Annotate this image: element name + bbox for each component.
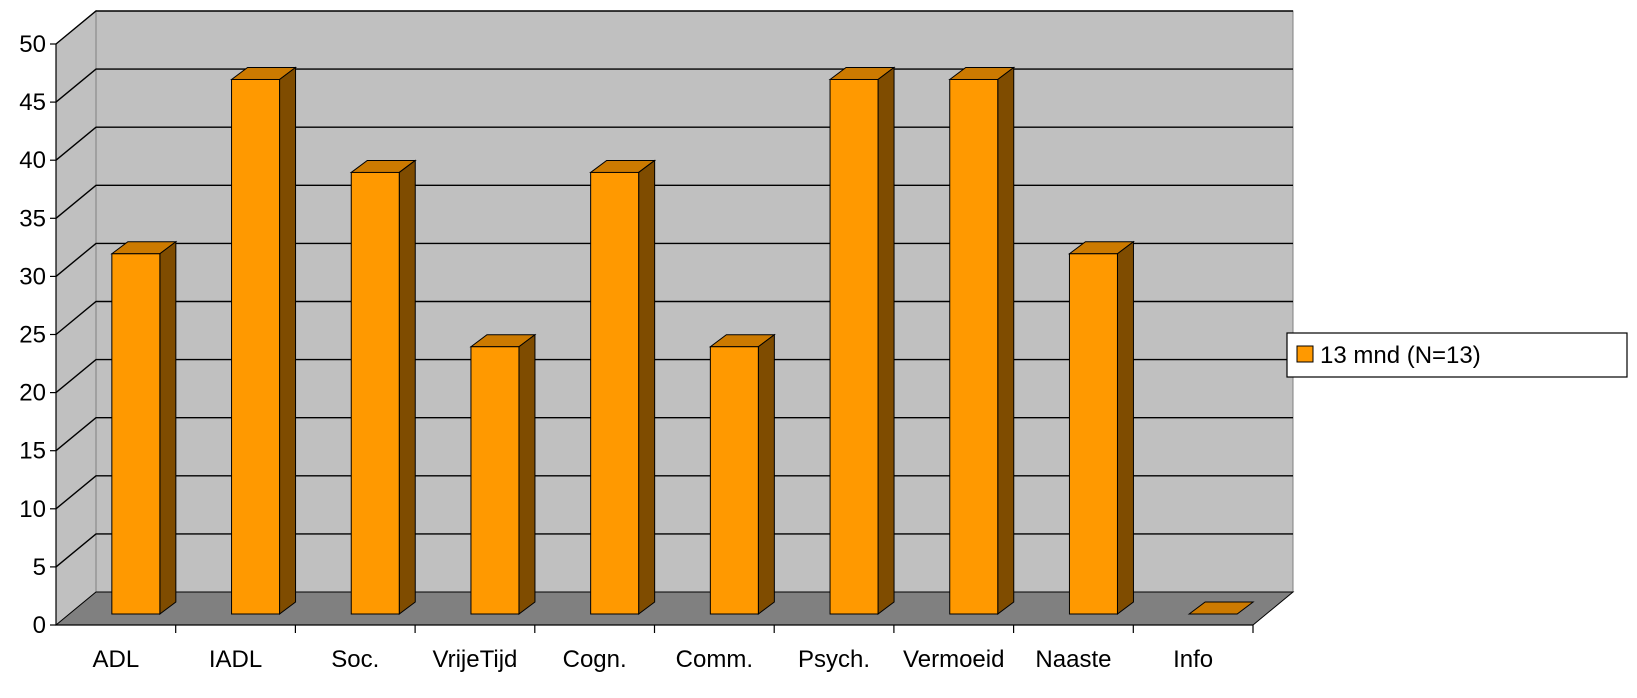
x-tick-label: Cogn. (563, 646, 627, 673)
y-tick-label: 40 (19, 147, 46, 174)
gridline (55, 10, 1293, 45)
y-tick-label: 35 (19, 205, 46, 232)
y-tick-label: 30 (19, 263, 46, 290)
x-tick-label: Comm. (676, 646, 753, 673)
legend-swatch (1296, 345, 1314, 363)
bar-side (997, 66, 1015, 615)
y-tick-label: 45 (19, 89, 46, 116)
bar (1067, 240, 1135, 615)
bar-side (1116, 240, 1134, 615)
y-tick-label: 50 (19, 31, 46, 58)
bar-top (1187, 601, 1255, 615)
bar-front (111, 253, 161, 615)
bar-front (231, 78, 281, 615)
axes (50, 43, 1254, 633)
x-tick-label: Psych. (798, 646, 870, 673)
y-tick-labels: 0 5 10 15 20 25 30 35 40 45 50 (19, 31, 46, 639)
x-tick-label: ADL (93, 646, 140, 673)
x-tick-label: Naaste (1035, 646, 1111, 673)
bar-front (590, 171, 640, 615)
legend-label: 13 mnd (N=13) (1320, 342, 1481, 369)
bar-front (709, 346, 759, 615)
bar-front (350, 171, 400, 615)
y-tick-label: 5 (33, 554, 46, 581)
bar (230, 66, 298, 615)
x-tick-label: Info (1173, 646, 1213, 673)
y-tick-label: 15 (19, 438, 46, 465)
bar (1187, 601, 1255, 615)
x-tick-labels: ADL IADL Soc. VrijeTijd Cogn. Comm. Psych. Verm… (93, 646, 1214, 673)
bar (828, 66, 896, 615)
bar (589, 159, 657, 615)
x-tick-label: IADL (209, 646, 262, 673)
bar (469, 333, 537, 615)
bar-side (638, 159, 656, 615)
x-tick-label: VrijeTijd (432, 646, 517, 673)
bar-front (949, 78, 999, 615)
bar-front (1068, 253, 1118, 615)
bar-side (757, 333, 775, 615)
y-tick-label: 0 (33, 612, 46, 639)
bar-side (518, 333, 536, 615)
y-tick-label: 10 (19, 496, 46, 523)
bar (708, 333, 776, 615)
bar-side (398, 159, 416, 615)
legend-box (1286, 332, 1628, 378)
bar (349, 159, 417, 615)
bar (110, 240, 178, 615)
bar (948, 66, 1016, 615)
bar-side (279, 66, 297, 615)
bar-front (470, 346, 520, 615)
bars (110, 66, 1255, 615)
bar-side (159, 240, 177, 615)
bar-side (877, 66, 895, 615)
y-tick-label: 25 (19, 322, 46, 349)
y-tick-label: 20 (19, 380, 46, 407)
bar-front (829, 78, 879, 615)
x-tick-label: Soc. (331, 646, 379, 673)
x-tick-label: Vermoeid (903, 646, 1004, 673)
legend: 13 mnd (N=13) (1286, 332, 1628, 378)
